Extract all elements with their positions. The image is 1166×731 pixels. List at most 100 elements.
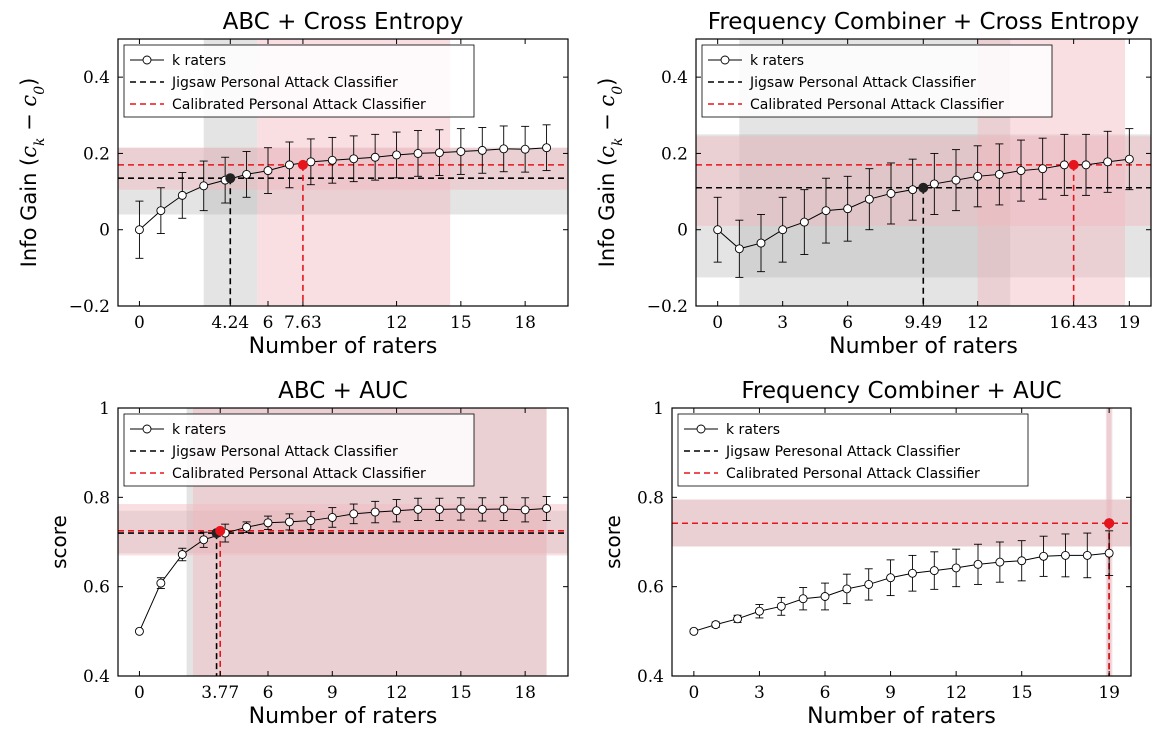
data-point <box>1017 556 1027 566</box>
y-axis-label-part: k <box>32 138 48 146</box>
legend-entry-2: Jigsaw Personal Attack Classifier <box>171 75 398 91</box>
plot-frame <box>117 38 569 307</box>
chart-panel-2: 0 3 6 9.49 12 16.43 19 −0.2 0 0.2 0.4 Frequency Com… <box>595 9 1152 359</box>
y-axis-label-part: 0 <box>32 86 48 95</box>
y-axis-ticks: 0.4 0.6 0.8 1 <box>637 399 1131 687</box>
data-point <box>434 148 444 158</box>
data-point <box>929 179 939 189</box>
calibrated-crossing-marker <box>297 159 308 170</box>
data-point <box>284 160 294 170</box>
data-point <box>907 568 917 578</box>
data-point <box>413 504 423 514</box>
data-point <box>199 535 209 545</box>
legend-entry-3: Calibrated Personal Attack Classifier <box>172 466 426 482</box>
x-tick-label: 12 <box>945 683 967 703</box>
legend: k raters Jigsaw Personal Attack Classifie… <box>701 44 1053 118</box>
data-point <box>843 204 853 214</box>
data-point <box>1060 550 1070 560</box>
calibrated-crossing-marker <box>1104 518 1115 529</box>
x-tick-label: 15 <box>450 683 472 703</box>
data-point <box>798 594 808 604</box>
x-tick-label: 0 <box>712 313 723 333</box>
data-point <box>689 626 699 636</box>
jigsaw-horizontal-band <box>118 147 568 215</box>
data-point <box>477 504 487 514</box>
x-axis-ticks: 0 3 6 9 12 15 19 <box>688 408 1120 703</box>
data-point <box>499 504 509 514</box>
data-point <box>754 606 764 616</box>
plot-frame <box>117 407 569 677</box>
y-tick-label: 0.4 <box>83 667 110 687</box>
chart-title: Frequency Combiner + AUC <box>741 378 1061 404</box>
y-axis-ticks: −0.2 0 0.2 0.4 <box>647 68 1151 317</box>
x-tick-label: 3.77 <box>201 683 239 703</box>
legend-entry-3: Calibrated Personal Attack Classifier <box>750 97 1004 113</box>
data-point <box>156 578 166 588</box>
x-tick-label: 6 <box>842 313 853 333</box>
data-point <box>542 143 552 153</box>
y-tick-label: 0.4 <box>83 68 110 88</box>
y-tick-label: 0.2 <box>661 144 688 164</box>
jigsaw-crossing-marker <box>918 182 929 193</box>
legend-marker <box>142 55 152 65</box>
data-point <box>284 517 294 527</box>
y-tick-label: 0.4 <box>661 68 688 88</box>
series-1 <box>134 495 552 636</box>
data-point <box>520 505 530 515</box>
data-point <box>477 145 487 155</box>
y-tick-label: 0.2 <box>83 144 110 164</box>
data-point <box>713 225 723 235</box>
chart-title: Frequency Combiner + Cross Entropy <box>708 9 1139 35</box>
legend-entry-1: k raters <box>726 422 780 438</box>
legend-entry-1: k raters <box>172 53 226 69</box>
y-axis-label-part: ) <box>17 78 41 86</box>
chart-title: ABC + Cross Entropy <box>223 9 464 35</box>
data-point <box>821 206 831 216</box>
x-axis-ticks: 0 3 6 9.49 12 16.43 19 <box>712 39 1140 333</box>
data-point <box>973 559 983 569</box>
y-axis-label-part: − <box>17 107 41 138</box>
x-tick-label: 15 <box>450 313 472 333</box>
data-point <box>263 518 273 528</box>
y-tick-label: 0.6 <box>637 578 664 598</box>
legend: k raters Jigsaw Peresonal Attack Classifi… <box>677 413 1029 487</box>
data-point <box>177 190 187 200</box>
data-point <box>951 175 961 185</box>
data-point <box>413 148 423 158</box>
x-tick-label: 9 <box>885 683 896 703</box>
legend-entry-2: Jigsaw Personal Attack Classifier <box>749 75 976 91</box>
x-tick-label: 6 <box>820 683 831 703</box>
data-point <box>542 504 552 513</box>
data-point <box>134 225 144 235</box>
data-point <box>349 154 359 164</box>
legend-entry-3: Calibrated Personal Attack Classifier <box>172 97 426 113</box>
y-tick-label: 1 <box>653 399 664 419</box>
y-tick-label: 0.6 <box>83 578 110 598</box>
data-point <box>306 516 316 526</box>
data-point <box>263 166 273 176</box>
data-point <box>820 592 830 601</box>
legend-marker <box>696 424 706 434</box>
legend-box <box>701 44 1053 118</box>
calibrated-horizontal-band <box>118 147 568 190</box>
data-point <box>434 504 444 514</box>
y-axis-label-part: k <box>610 138 626 146</box>
data-point <box>995 557 1005 567</box>
y-tick-label: 0 <box>677 221 688 241</box>
x-axis-label: Number of raters <box>249 334 438 359</box>
y-axis-label-part: c <box>595 146 619 158</box>
x-tick-label: 0 <box>134 313 145 333</box>
legend-entry-3: Calibrated Personal Attack Classifier <box>726 466 980 482</box>
x-axis-ticks: 0 4.24 6 7.63 12 15 18 <box>134 39 536 333</box>
chart-panel-1: 0 4.24 6 7.63 12 15 18 −0.2 0 0.2 0.4 ABC + Cross E… <box>17 9 569 359</box>
y-axis-label: score <box>601 515 625 569</box>
legend-entry-1: k raters <box>750 53 804 69</box>
x-tick-label: 15 <box>1011 683 1033 703</box>
chart-panel-3: 0 3.77 6 9 12 15 18 0.4 0.6 0.8 1 ABC + AUC Number o… <box>47 378 569 729</box>
x-tick-label: 18 <box>514 683 536 703</box>
data-point <box>349 509 359 519</box>
y-axis-label: score <box>47 515 71 569</box>
data-point <box>778 225 788 235</box>
data-point <box>1082 550 1092 560</box>
data-point <box>951 563 961 573</box>
